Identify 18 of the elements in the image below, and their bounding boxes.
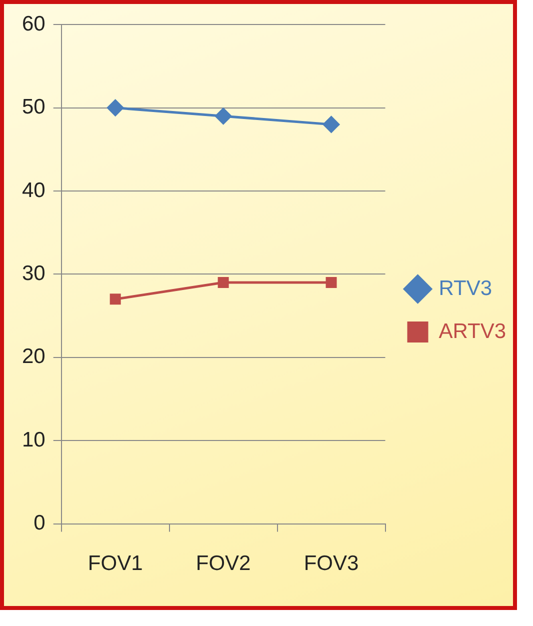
point (218, 277, 229, 288)
point (215, 108, 232, 124)
legend-label: RTV3 (438, 276, 492, 300)
x-tick-label: FOV2 (196, 552, 251, 576)
legend-label: ARTV3 (438, 320, 506, 343)
y-tick-label: 60 (22, 12, 46, 36)
y-tick-label: 10 (22, 428, 46, 452)
y-tick-label: 50 (22, 96, 46, 119)
point (110, 294, 121, 305)
point (326, 277, 337, 288)
y-tick-label: 20 (22, 345, 46, 368)
point (107, 100, 124, 116)
x-tick-label: FOV1 (88, 552, 143, 576)
x-tick-label: FOV3 (304, 552, 359, 576)
y-tick-label: 30 (22, 262, 46, 285)
point (323, 116, 340, 133)
y-tick-label: 0 (34, 512, 46, 535)
y-tick-label: 40 (22, 178, 46, 202)
